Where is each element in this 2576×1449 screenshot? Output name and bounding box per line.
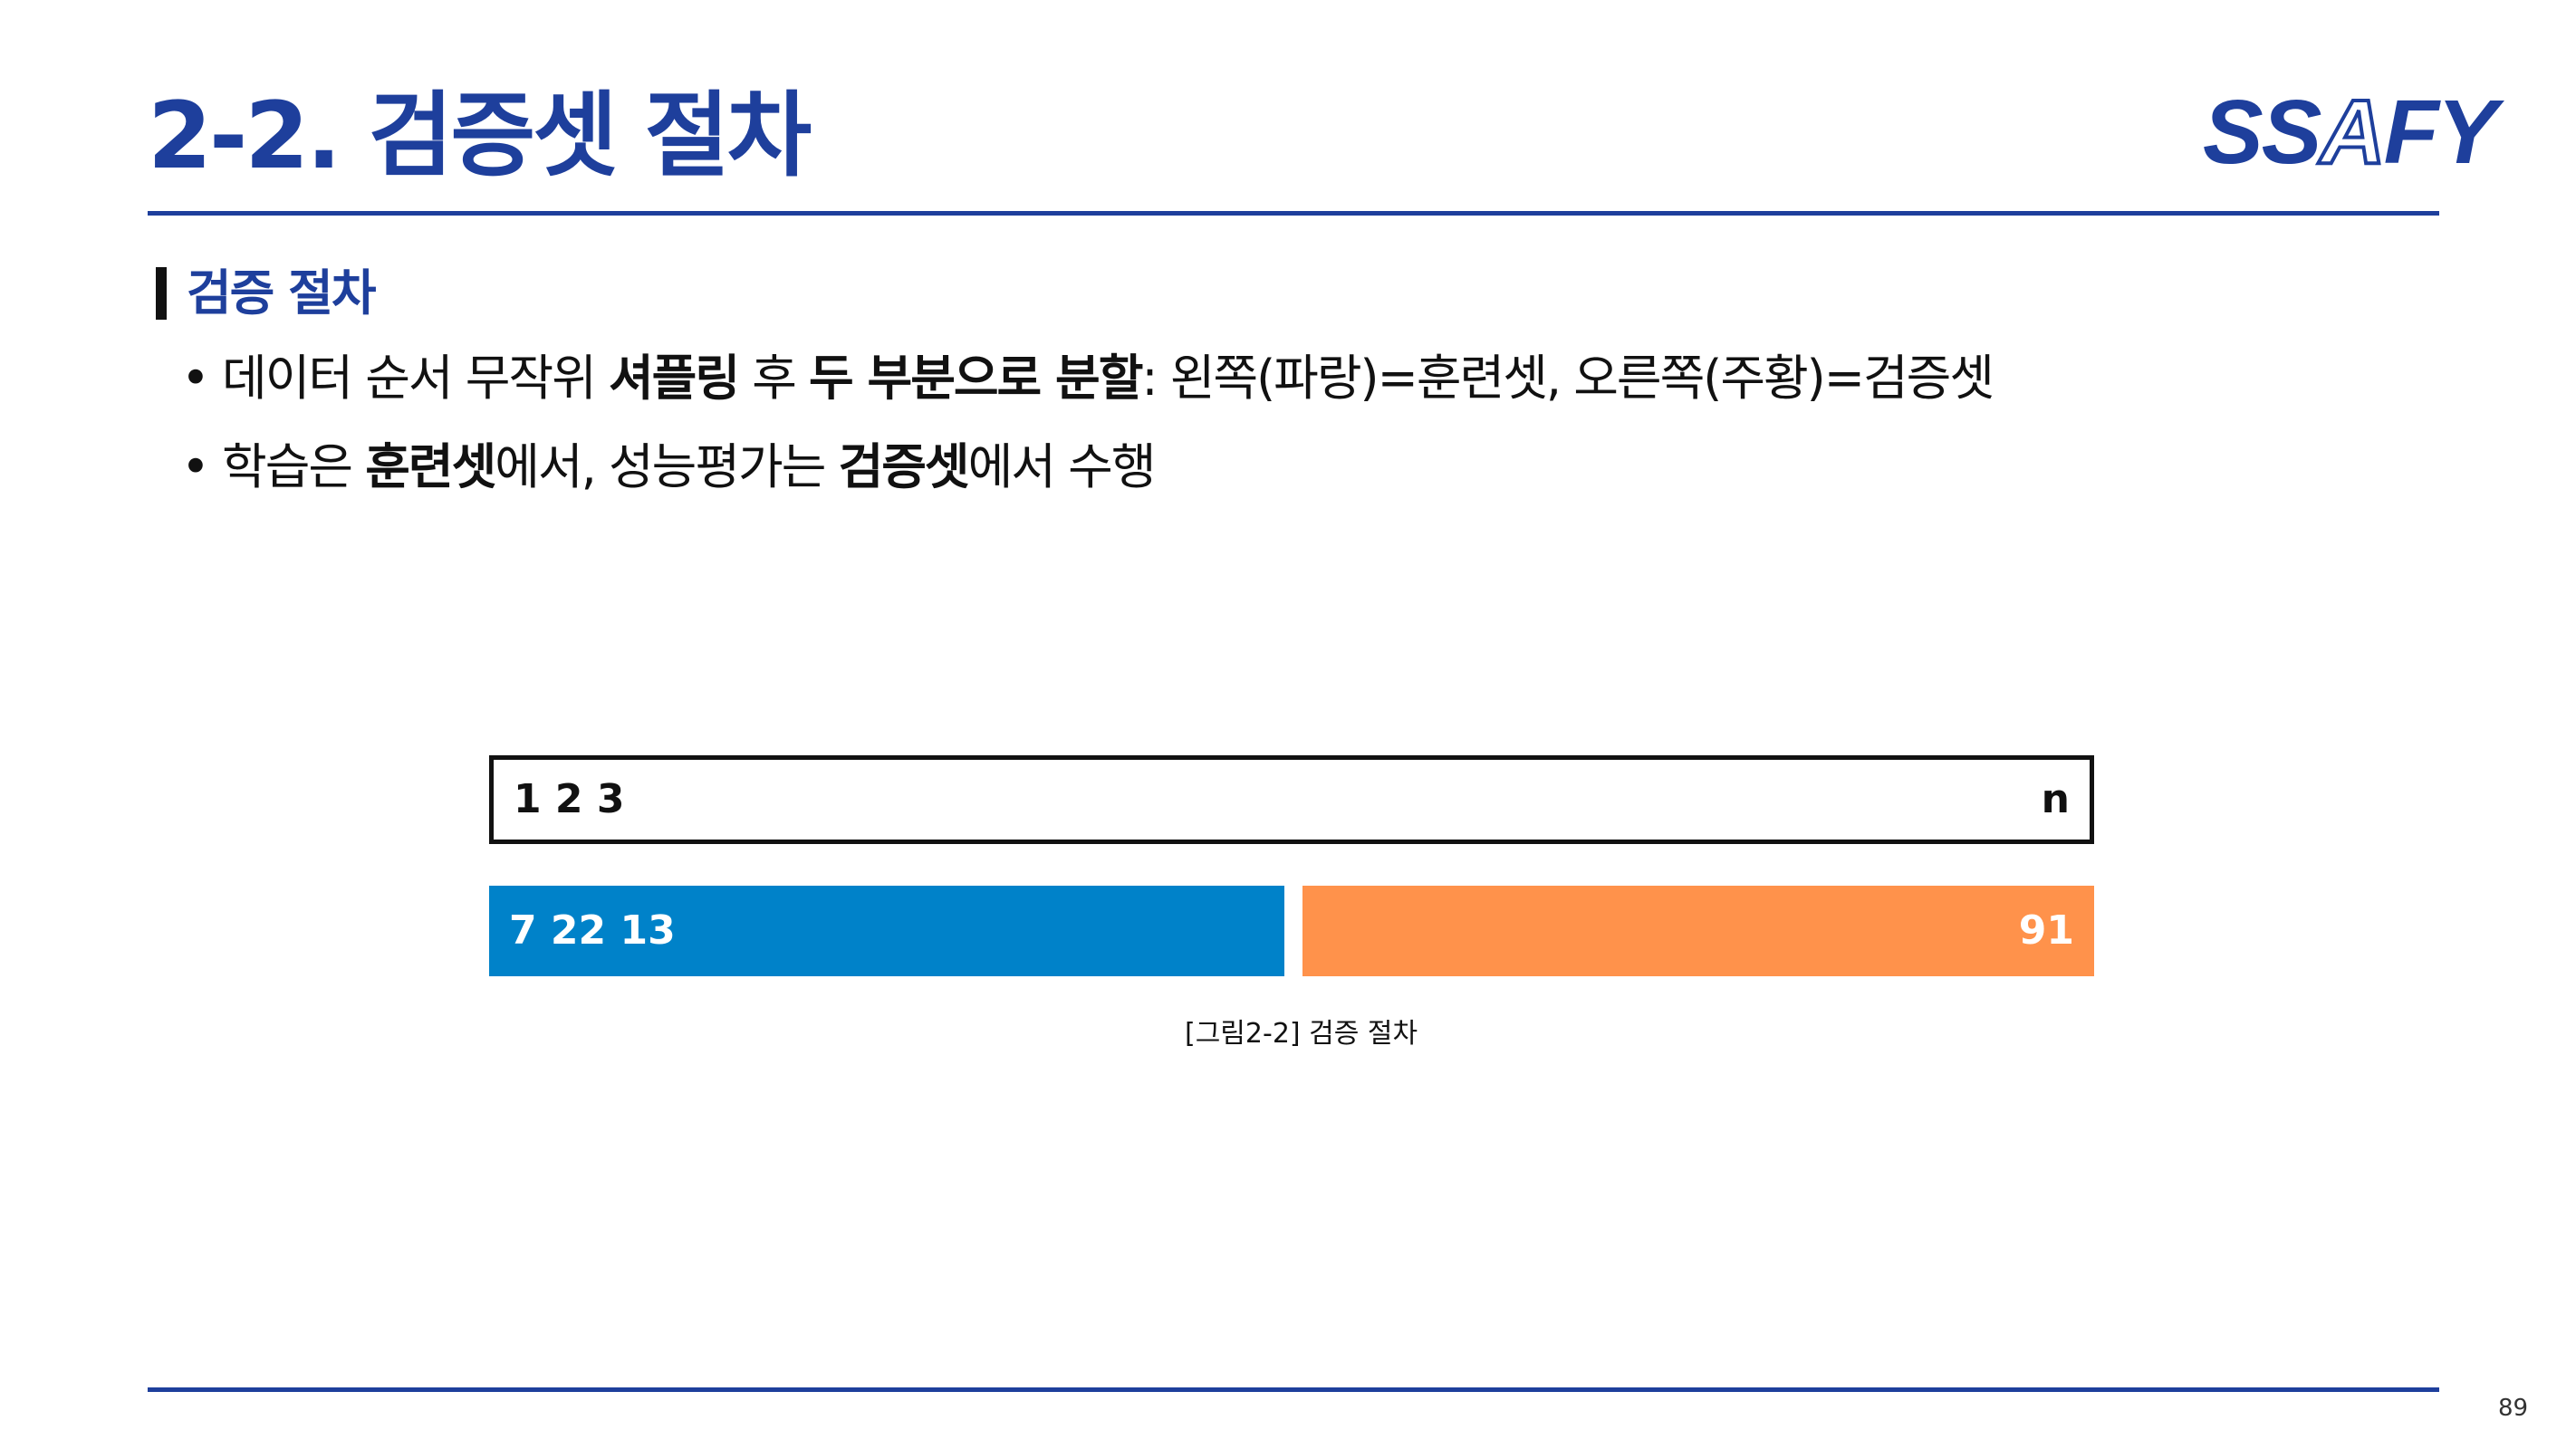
footer-divider [148,1387,2439,1392]
bullet-dot: • [181,438,210,495]
original-data-box: 1 2 3 n [489,755,2094,844]
bullet-item-shuffle: • 데이터 순서 무작위 셔플링 후 두 부분으로 분할: 왼쪽(파랑)=훈련셋… [181,349,1994,408]
bullet-bold-text: 셔플링 [608,350,740,407]
training-set-bar: 7 22 13 [489,886,1284,976]
page-number: 89 [2498,1395,2529,1422]
validation-set-label: 91 [2018,907,2074,954]
ssafy-logo: SSAFY [2203,85,2497,179]
section-marker-bar [156,267,167,320]
logo-text-part2: A [2318,82,2387,183]
validation-set-bar: 91 [1302,886,2094,976]
bullet-text: 에서, 성능평가는 [495,438,839,495]
bullet-text: 에서 수행 [967,438,1157,495]
bullet-bold-text: 훈련셋 [365,438,496,495]
bullet-dot: • [181,350,210,407]
bullet-text: 데이터 순서 무작위 [222,350,609,407]
original-data-start-label: 1 2 3 [514,776,625,822]
training-set-label: 7 22 13 [509,907,676,954]
bullet-bold-text: 검증셋 [838,438,970,495]
title-underline-divider [148,211,2439,216]
bullet-item-train-eval: • 학습은 훈련셋에서, 성능평가는 검증셋에서 수행 [181,437,1993,497]
section-heading: 검증 절차 [156,264,377,321]
figure-caption: [그림2-2] 검증 절차 [1185,1018,1418,1050]
logo-text-part3: FY [2383,82,2498,183]
slide-title: 2-2. 검증셋 절차 [148,82,812,190]
original-data-end-label: n [2041,776,2070,822]
bullet-text: : 왼쪽(파랑)=훈련셋, 오른쪽(주황)=검증셋 [1141,350,1994,407]
logo-text-part1: SS [2203,82,2321,183]
bullet-bold-text: 두 부분으로 분할 [809,350,1143,407]
bullet-text: 학습은 [222,438,366,495]
section-heading-text: 검증 절차 [187,264,377,321]
bullet-list: • 데이터 순서 무작위 셔플링 후 두 부분으로 분할: 왼쪽(파랑)=훈련셋… [181,349,1994,526]
bullet-text: 후 [738,350,810,407]
